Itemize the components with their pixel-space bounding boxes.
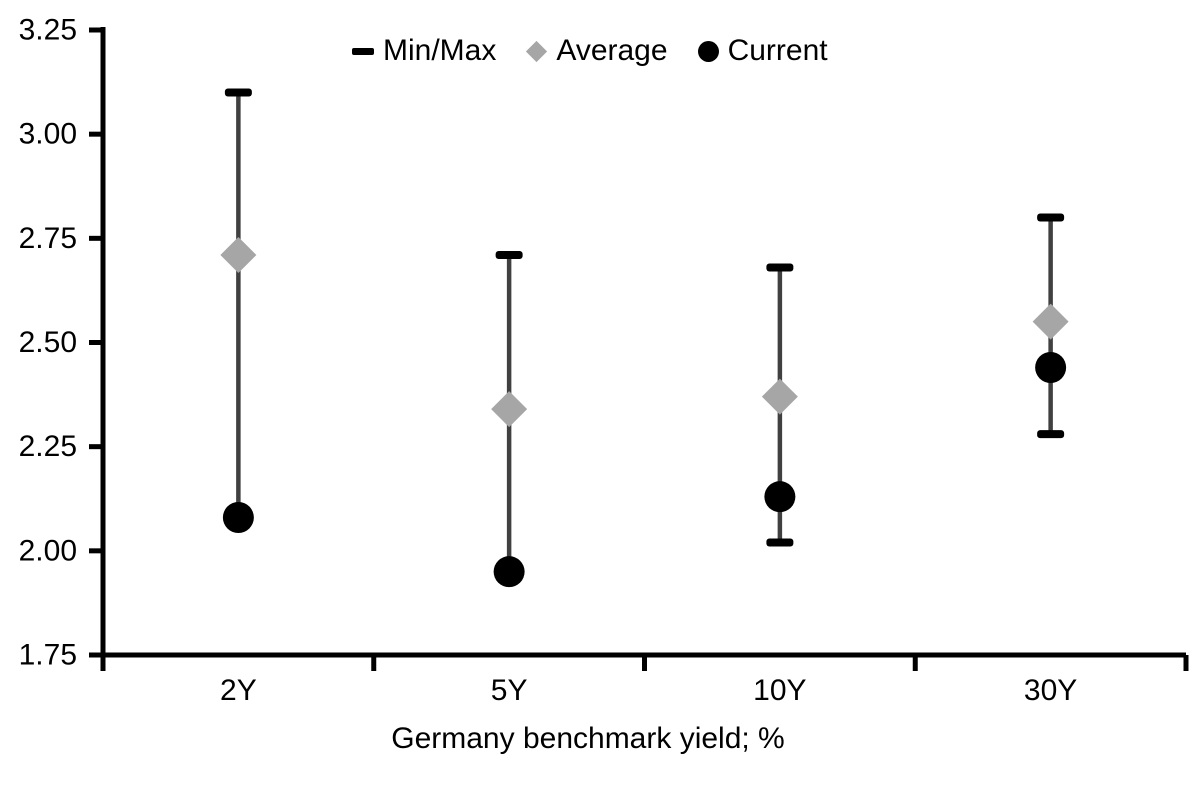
x-category-label-5y: 5Y bbox=[491, 674, 528, 707]
minmax-dash-icon bbox=[352, 47, 374, 55]
legend-item-minmax: Min/Max bbox=[352, 33, 496, 69]
min-cap-30y bbox=[1037, 430, 1065, 439]
current-marker-2y bbox=[222, 502, 254, 533]
x-category-label-30y: 30Y bbox=[1024, 674, 1077, 707]
current-marker-30y bbox=[1035, 352, 1067, 383]
current-circle-icon bbox=[697, 40, 719, 62]
x-category-label-2y: 2Y bbox=[220, 674, 257, 707]
average-marker-10y bbox=[761, 378, 798, 415]
max-cap-10y bbox=[766, 263, 794, 272]
y-tick-label: 1.75 bbox=[19, 639, 77, 672]
max-cap-30y bbox=[1037, 213, 1065, 222]
legend-item-average: Average bbox=[526, 33, 668, 69]
average-diamond-icon bbox=[526, 40, 548, 62]
y-tick-label: 2.50 bbox=[19, 326, 77, 359]
min-cap-10y bbox=[766, 538, 794, 547]
legend-label-minmax: Min/Max bbox=[383, 34, 497, 67]
average-marker-2y bbox=[220, 237, 257, 273]
legend-label-average: Average bbox=[556, 34, 668, 67]
y-tick-label: 2.25 bbox=[19, 430, 77, 463]
y-tick-label: 2.75 bbox=[19, 222, 77, 255]
y-tick-label: 2.00 bbox=[19, 534, 77, 567]
max-cap-2y bbox=[224, 88, 252, 97]
current-marker-5y bbox=[493, 556, 525, 588]
y-tick-label: 3.25 bbox=[19, 14, 77, 47]
average-marker-30y bbox=[1032, 303, 1069, 340]
x-axis-title: Germany benchmark yield; % bbox=[391, 722, 785, 755]
y-tick-label: 3.00 bbox=[19, 118, 77, 151]
current-marker-10y bbox=[764, 481, 796, 513]
average-marker-5y bbox=[491, 391, 528, 428]
max-cap-5y bbox=[495, 251, 523, 259]
x-category-label-10y: 10Y bbox=[753, 674, 806, 707]
legend-item-current: Current bbox=[697, 33, 828, 69]
legend-label-current: Current bbox=[727, 34, 828, 67]
chart-legend: Min/Max Average Current bbox=[352, 33, 828, 69]
